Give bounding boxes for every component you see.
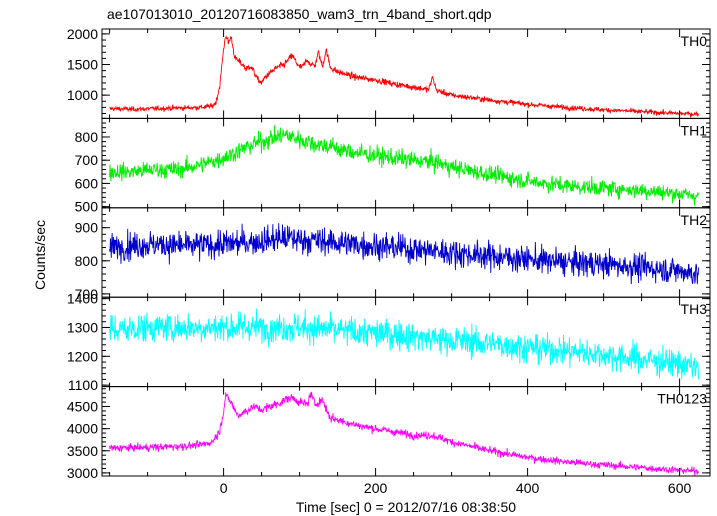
y-tick-label: 600 [75,175,99,191]
y-tick-label: 1500 [67,57,98,73]
x-axis-label: Time [sec] 0 = 2012/07/16 08:38:50 [296,499,516,515]
y-axis-label: Counts/sec [32,220,48,290]
panel-th1: 500 600 700 800 TH1 [75,118,710,214]
y-tick-label: 1300 [67,319,98,335]
panel-label-th0: TH0 [681,33,708,49]
panel-th0123: 3000 3500 4000 4500 TH0123 [67,387,710,481]
light-curve-th2 [110,223,699,284]
x-tick-label: 600 [668,480,692,496]
y-tick-label: 3000 [67,465,98,481]
y-tick-label: 1000 [67,87,98,103]
y-tick-label: 3500 [67,443,98,459]
x-tick-label: 400 [516,480,540,496]
light-curve-th3 [110,309,699,380]
light-curve-th0 [110,36,699,117]
y-tick-label: 4500 [67,399,98,415]
y-tick-label: 800 [75,253,99,269]
y-tick-label: 900 [75,220,99,236]
panel-label-th2: TH2 [681,212,708,228]
light-curve-th1 [110,125,699,205]
light-curve-th0123 [110,392,699,476]
y-tick-label: 4000 [67,421,98,437]
panel-label-th3: TH3 [681,301,708,317]
panel-label-th1: TH1 [681,122,708,138]
x-tick-label: 0 [220,480,228,496]
y-tick-label: 2000 [67,26,98,42]
x-tick-label: 200 [364,480,388,496]
y-tick-label: 700 [75,152,99,168]
panel-frame [102,29,710,118]
panel-th3: 1100 1200 1300 1400 TH3 [67,291,710,394]
panel-label-th0123: TH0123 [657,391,707,407]
y-tick-label: 1400 [67,291,98,307]
y-tick-label: 1200 [67,348,98,364]
panel-th0: 1000 1500 2000 TH0 [67,26,710,119]
y-tick-label: 800 [75,129,99,145]
chart-title: ae107013010_20120716083850_wam3_trn_4ban… [107,6,492,22]
y-tick-label: 500 [75,199,99,215]
y-tick-label: 1100 [68,377,98,393]
